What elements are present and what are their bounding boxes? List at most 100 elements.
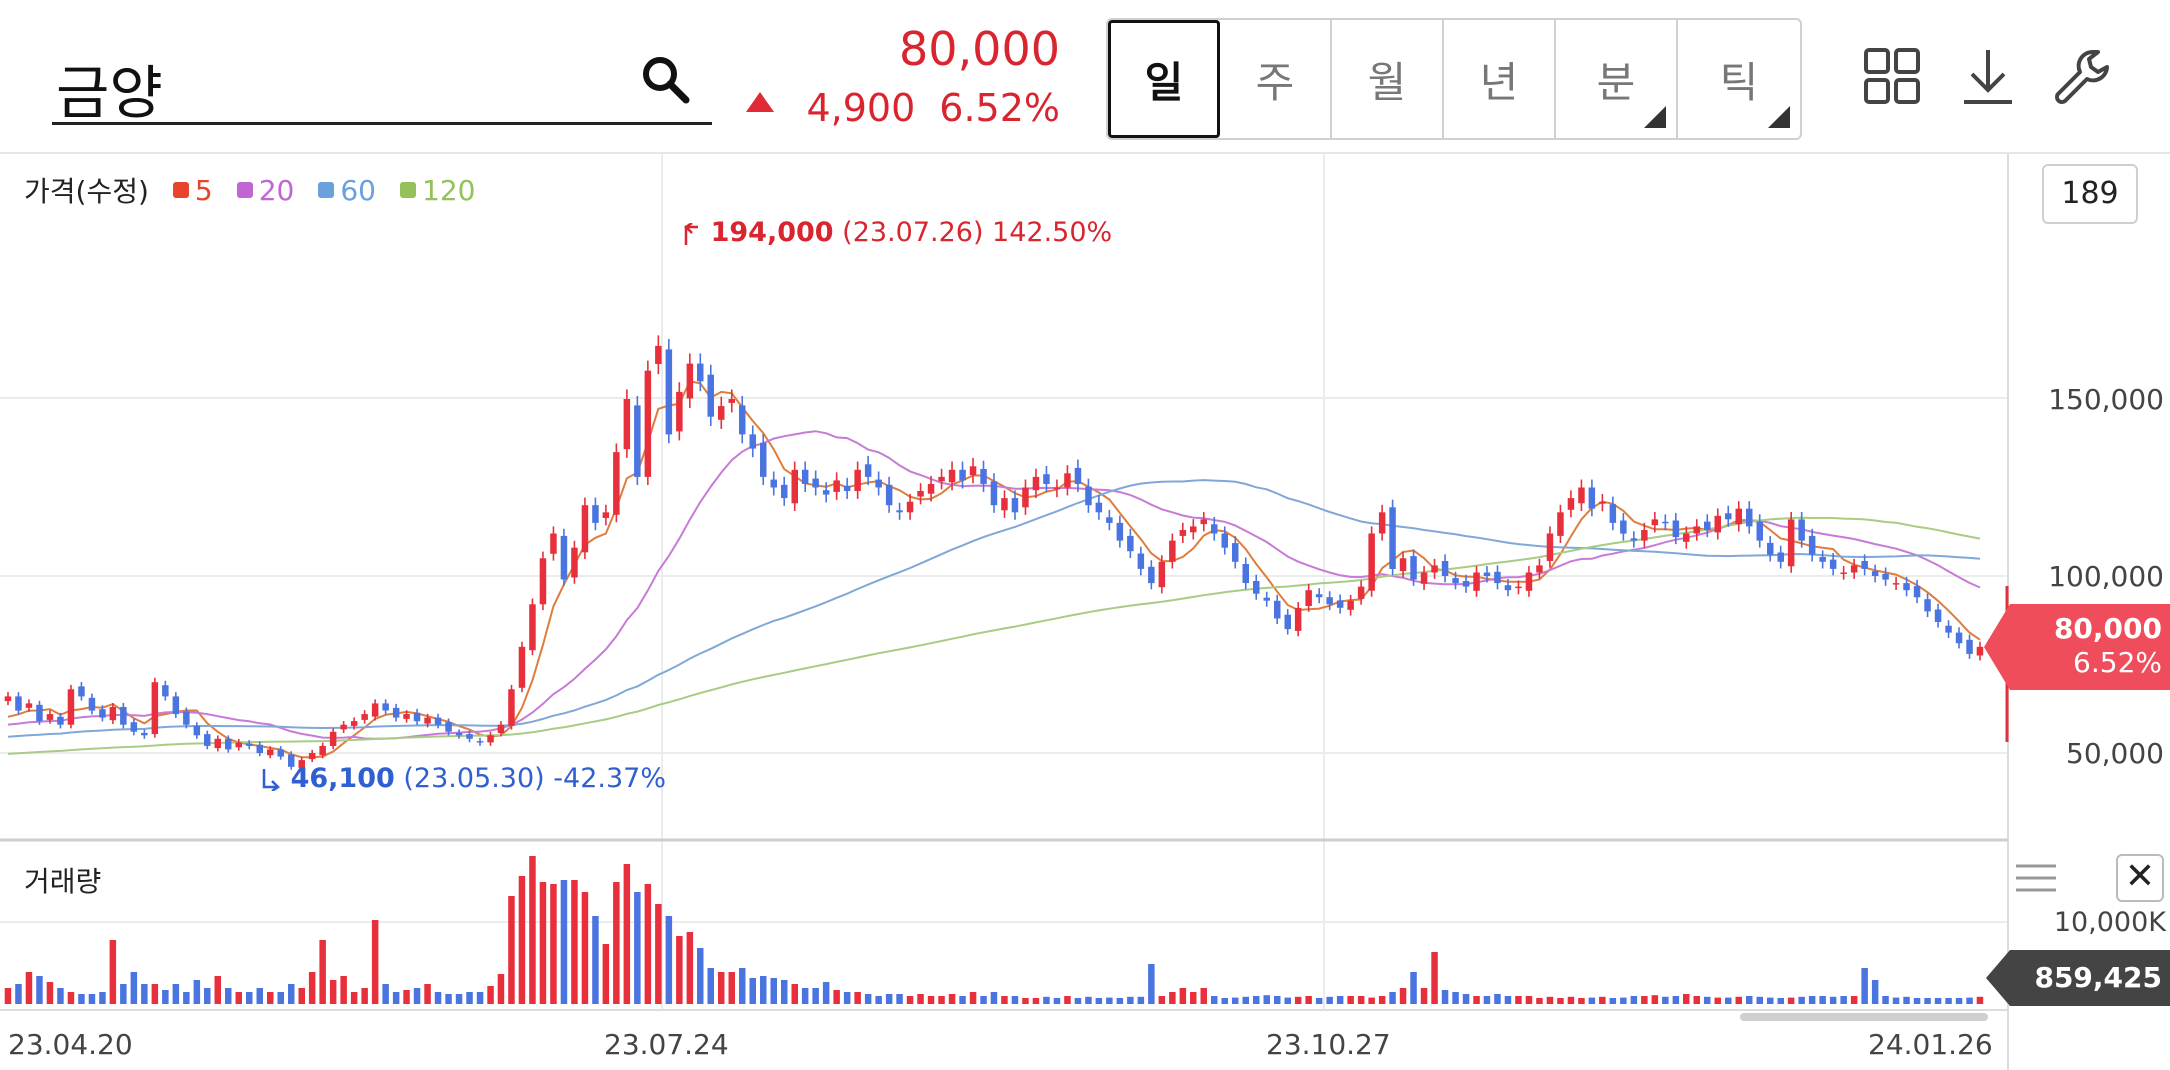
volume-bar (707, 968, 714, 1004)
volume-bar (1347, 996, 1354, 1004)
volume-bar (508, 896, 515, 1004)
candle (1158, 561, 1166, 588)
candle (1882, 573, 1889, 580)
stock-search-box[interactable]: 금양 (52, 38, 712, 127)
candle (1043, 474, 1050, 484)
volume-bar (88, 994, 96, 1004)
candle (634, 405, 641, 477)
period-label: 틱 (1719, 57, 1759, 107)
candle (183, 711, 190, 725)
volume-bar (99, 992, 106, 1004)
ma-line-60 (7, 479, 1981, 738)
candle (193, 725, 201, 736)
candle (906, 501, 914, 513)
volume-bar (1767, 997, 1774, 1004)
candle (1966, 639, 1973, 654)
volume-bar (1620, 997, 1627, 1004)
volume-bar (655, 904, 662, 1004)
low-annotation: 46,100 (23.05.30) -42.37% (260, 763, 666, 794)
volume-bar (183, 992, 190, 1004)
download-icon[interactable] (1958, 46, 2018, 106)
search-input[interactable]: 금양 (56, 59, 163, 127)
volume-bar (1462, 994, 1470, 1004)
candle (57, 716, 64, 725)
candle (1305, 590, 1312, 606)
volume-bar (1966, 997, 1973, 1004)
volume-bar (969, 992, 977, 1004)
search-icon[interactable] (638, 52, 694, 108)
candle (529, 604, 536, 651)
price-chart[interactable] (0, 154, 2170, 1070)
candle (885, 484, 893, 506)
candle (1955, 632, 1963, 644)
volume-bar (1630, 996, 1638, 1004)
period-button-1[interactable]: 주 (1220, 20, 1332, 138)
candle (1315, 594, 1323, 598)
candle (1294, 607, 1302, 631)
volume-bar (938, 996, 945, 1004)
volume-bar (539, 882, 547, 1004)
candle (1336, 600, 1344, 608)
candle (214, 738, 221, 749)
period-button-4[interactable]: 분 (1556, 20, 1678, 138)
candle (822, 490, 830, 495)
volume-bar (1179, 988, 1187, 1004)
candle (1840, 572, 1847, 574)
candle (728, 399, 735, 403)
candle (1756, 521, 1763, 541)
volume-bar (1683, 994, 1690, 1004)
volume-bar (1945, 998, 1952, 1004)
candle (1714, 515, 1721, 533)
volume-title: 거래량 (24, 865, 102, 898)
period-button-0[interactable]: 일 (1108, 20, 1220, 138)
price-tag-value: 80,000 (2053, 612, 2162, 645)
candle-count-badge[interactable]: 189 (2042, 164, 2138, 224)
volume-bar (980, 996, 987, 1004)
candle (1179, 530, 1187, 536)
close-volume-button[interactable]: ✕ (2116, 854, 2164, 902)
period-button-2[interactable]: 월 (1332, 20, 1444, 138)
chart-scrollbar[interactable] (1740, 1013, 1988, 1021)
price-change: 4,900 (806, 86, 916, 130)
volume-bar (1085, 996, 1092, 1004)
volume-bar (1389, 992, 1396, 1004)
grid-layout-icon[interactable] (1862, 46, 1922, 106)
volume-bar (602, 944, 610, 1004)
candle (1095, 502, 1103, 513)
volume-bar (1274, 996, 1281, 1004)
volume-bar (130, 972, 138, 1004)
hamburger-menu-icon[interactable] (2016, 862, 2056, 894)
volume-bar (1074, 998, 1082, 1004)
period-button-3[interactable]: 년 (1444, 20, 1556, 138)
volume-bar (403, 990, 410, 1004)
volume-bar (875, 996, 882, 1004)
period-button-5[interactable]: 틱 (1678, 20, 1800, 138)
candle (1441, 561, 1449, 576)
candle (655, 345, 662, 364)
high-marker-icon (684, 221, 698, 245)
candle (413, 712, 421, 722)
volume-bar (1137, 996, 1145, 1004)
volume-bar (697, 948, 704, 1004)
candle (141, 732, 148, 736)
volume-bar (15, 984, 22, 1004)
volume-bar (246, 992, 253, 1004)
candle (46, 714, 54, 720)
volume-bar (235, 992, 242, 1004)
volume-bar (833, 990, 840, 1004)
legend-ma120: 120 (400, 174, 475, 207)
volume-bar (1787, 997, 1795, 1004)
volume-bar (864, 994, 872, 1004)
candle (1431, 565, 1438, 573)
volume-bar (1483, 996, 1491, 1004)
volume-bar (172, 984, 180, 1004)
volume-bar (1819, 996, 1826, 1004)
candle (644, 370, 652, 477)
candle (739, 405, 746, 435)
volume-bar (487, 986, 494, 1004)
volume-bar (1064, 996, 1071, 1004)
volume-bar (1882, 996, 1889, 1004)
candle (36, 704, 43, 722)
volume-bar (592, 916, 599, 1004)
wrench-icon[interactable] (2052, 46, 2112, 106)
